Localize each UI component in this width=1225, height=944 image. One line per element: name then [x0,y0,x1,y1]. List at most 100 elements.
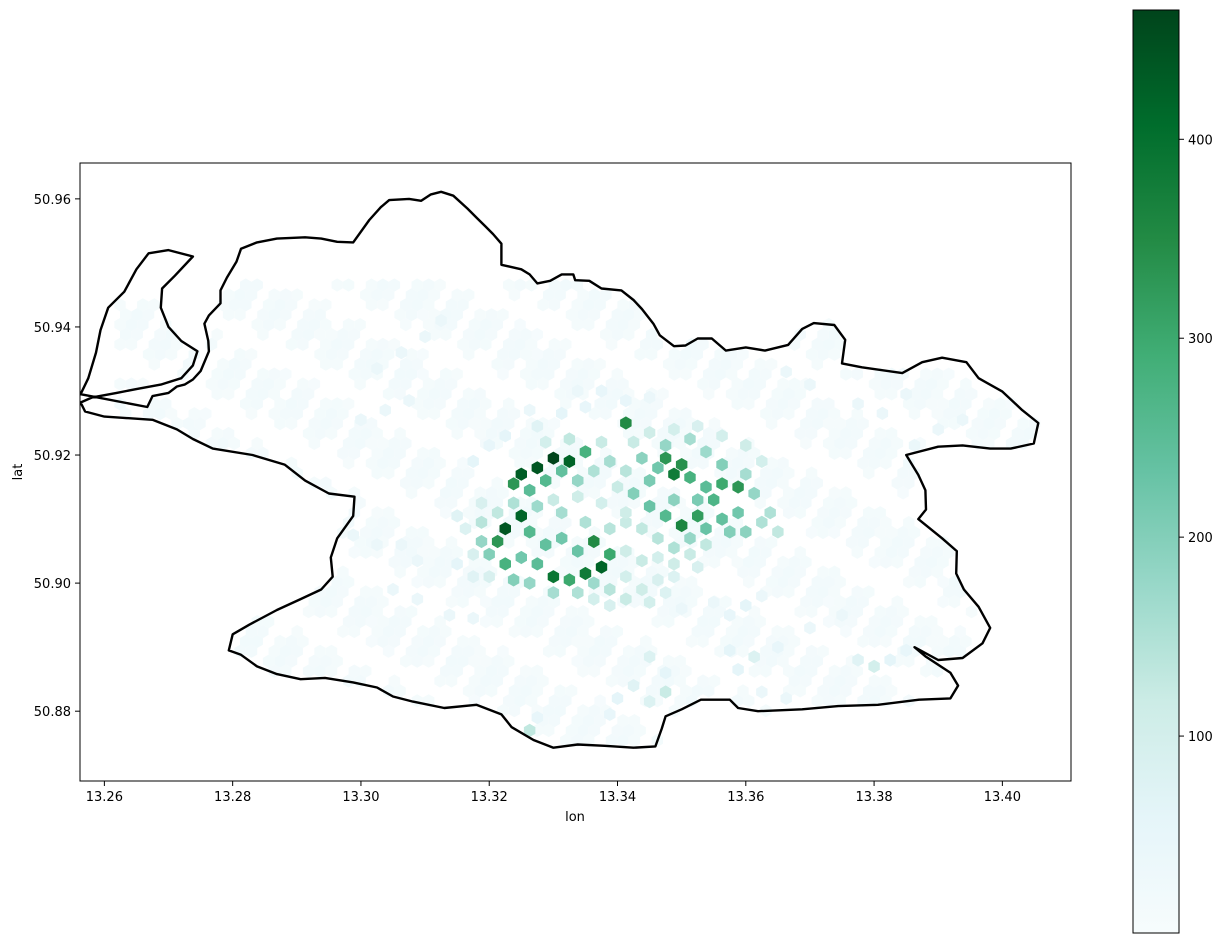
hexbin-cell [285,298,298,312]
hexbin-cell [211,426,223,441]
hexbin-cell [491,318,503,332]
hexbin-cell [708,615,721,629]
hexbin-cell [554,288,566,302]
hexbin-cell [251,278,263,292]
hexbin-cell [708,555,721,569]
hexbin-cell [554,704,566,718]
hexbin-cell [257,624,269,639]
hexbin-cell [320,357,332,371]
hexbin-cell [503,535,515,549]
hexbin-cell [371,585,383,599]
hexbin-cell [657,387,669,401]
hexbin-cell [805,347,818,361]
hexbin-cell [720,535,732,549]
hexbin-cell [588,525,601,540]
boundary-line [80,190,1040,749]
hexbin-cell [462,407,475,421]
hexbin-cell [748,446,761,460]
hexbin-cell [876,406,889,420]
hexbin-cell [740,467,752,481]
hexbin-cell [342,575,355,589]
hexbin-cell [467,611,479,625]
hexbin-cell [422,476,435,490]
hexbin-cell [525,436,538,450]
hexbin-cell [636,451,648,465]
hexbin-cell [645,407,658,421]
hexbin-cell [863,506,875,520]
hexbin-cell [674,694,686,708]
hexbin-cell [600,644,612,658]
hexbin-cell [171,417,183,431]
hexbin-cell [560,337,572,351]
hexbin-cell [628,476,641,490]
hexbin-cell [548,278,561,292]
hexbin-cell [771,387,783,401]
hexbin-cell [765,417,778,431]
hexbin-cell [605,496,618,510]
hexbin-cell [571,278,583,292]
hexbin-cell [480,337,492,351]
colorbar-tick-label: 300 [1188,332,1213,347]
hexbin-cell [834,694,846,708]
hexbin-cell [628,318,641,332]
hexbin-cell [754,615,766,629]
hexbin-cell [577,644,589,658]
hexbin-cell [360,367,372,381]
hexbin-cell [725,466,738,480]
hexbin-cell [617,555,629,569]
hexbin-cell [920,624,932,639]
hexbin-cell [1000,407,1012,421]
hexbin-cell [572,544,584,558]
hexbin-cell [154,327,166,342]
hexbin-cell [777,377,789,391]
hexbin-cell [577,605,589,619]
hexbin-cell [668,367,681,381]
hexbin-cell [611,723,623,738]
hexbin-cell [965,605,978,619]
hexbin-cell [422,318,435,332]
hexbin-cell [697,634,709,648]
hexbin-cell [314,426,326,441]
hexbin-cell [474,387,486,401]
hexbin-cell [531,461,544,475]
hexbin-cell [811,654,823,668]
hexbin-cell [885,605,898,619]
colorbar-tick-label: 100 [1188,730,1213,745]
hexbin-cell [388,674,401,688]
hexbin-cell [920,387,932,401]
hexbin-cell [908,525,921,540]
hexbin-cell [828,347,841,361]
hexbin-cell [508,446,521,460]
hexbin-cell [588,592,600,606]
hexbin-cell [411,476,423,490]
hexbin-cell [325,327,338,342]
y-tick-label: 50.92 [34,449,71,464]
hexbin-cell [514,694,526,708]
hexbin-cell [543,525,555,540]
hexbin-cell [394,308,406,322]
hexbin-cell [440,565,452,579]
hexbin-cell [834,436,846,450]
hexbin-cell [908,466,921,480]
hexbin-cell [485,684,498,698]
hexbin-cell [114,318,126,332]
hexbin-cell [605,733,618,747]
hexbin-cell [400,476,412,490]
hexbin-cell [805,585,818,599]
hexbin-cell [548,298,561,312]
hexbin-cell [457,476,469,490]
hexbin-cell [594,694,606,708]
hexbin-cell [531,347,543,361]
hexbin-cell [388,278,401,292]
hexbin-cell [459,522,472,536]
hexbin-cell [725,446,738,460]
y-tick-label: 50.94 [34,321,71,336]
hexbin-cell [540,538,552,552]
hexbin-cell [360,347,372,361]
hexbin-cell [320,654,332,668]
hexbin-cell [520,664,532,678]
hexbin-cell [737,565,749,579]
hexbin-cell [777,476,789,490]
hexbin-cell [428,387,441,401]
hexbin-cell [554,387,566,401]
